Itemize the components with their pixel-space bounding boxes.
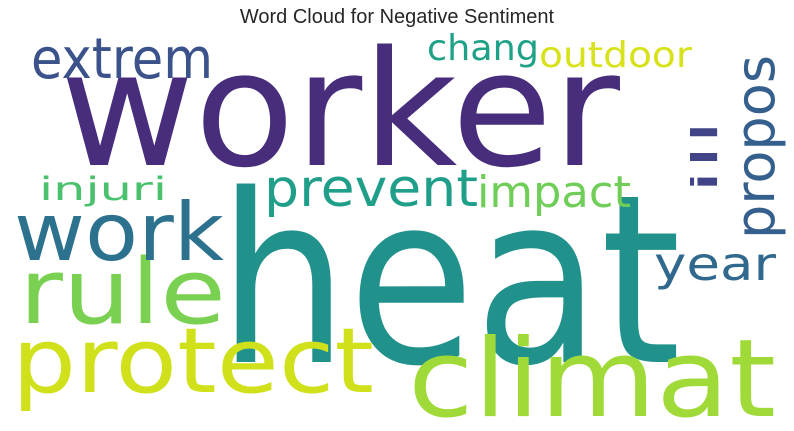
word-propos: propos bbox=[724, 55, 787, 239]
word-chang: chang bbox=[427, 28, 539, 69]
word-climat: climat bbox=[408, 317, 776, 431]
word-work: work bbox=[14, 186, 225, 279]
word-prevent: prevent bbox=[264, 159, 478, 219]
word-worker: worker bbox=[60, 16, 620, 203]
word-injuri: injuri bbox=[39, 170, 167, 208]
word-rule: rule bbox=[19, 240, 226, 345]
word-extrem: extrem bbox=[31, 27, 213, 92]
word-year: year bbox=[654, 237, 776, 291]
chart-title: Word Cloud for Negative Sentiment bbox=[239, 6, 555, 28]
word-ill: ill bbox=[685, 120, 726, 194]
word-outdoor: outdoor bbox=[539, 35, 692, 76]
word-protect: protect bbox=[12, 309, 374, 414]
word-impact: impact bbox=[477, 167, 631, 218]
word-heat: heat bbox=[218, 145, 681, 418]
